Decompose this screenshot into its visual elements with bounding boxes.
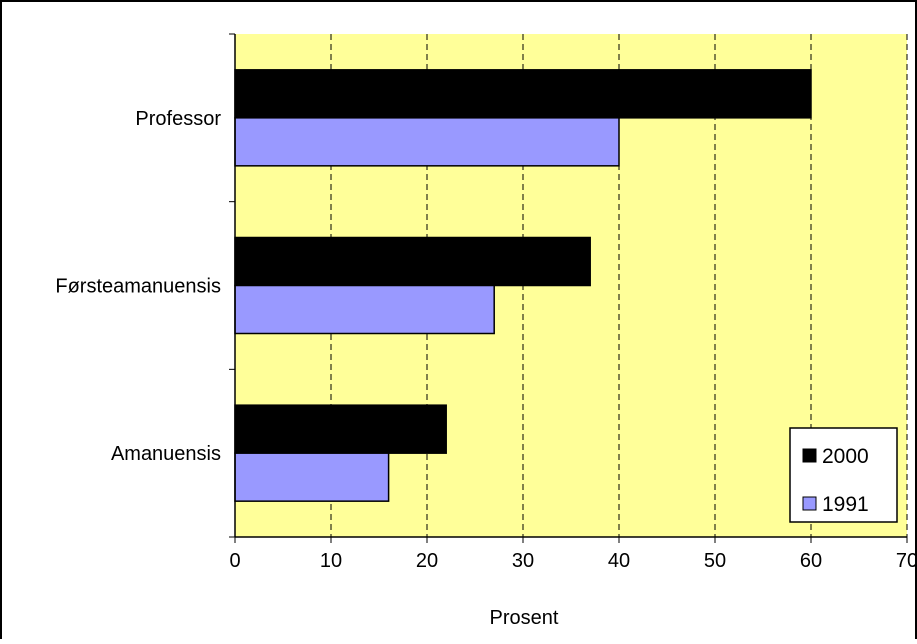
bar-1991-amanuensis xyxy=(234,452,390,502)
axes: Professor Førsteamanuensis Amanuensis 0 10 20… xyxy=(55,33,917,572)
x-tick-label: 10 xyxy=(320,550,342,572)
legend-label-1991: 1991 xyxy=(822,493,869,516)
x-tick-label: 30 xyxy=(512,550,534,572)
legend-swatch-2000 xyxy=(802,448,817,463)
bar-2000-professor xyxy=(234,69,812,119)
category-label: Førsteamanuensis xyxy=(55,276,221,298)
legend-swatch-1991 xyxy=(802,496,817,511)
bar-2000-førsteamanuensis xyxy=(234,236,591,287)
x-axis-title: Prosent xyxy=(490,607,559,629)
x-tick-label: 50 xyxy=(704,550,726,572)
category-label: Professor xyxy=(135,108,221,130)
x-tick-label: 0 xyxy=(229,550,240,572)
bar-1991-førsteamanuensis xyxy=(234,284,495,335)
x-tick-label: 20 xyxy=(416,550,438,572)
bars xyxy=(234,69,812,502)
category-label: Amanuensis xyxy=(111,443,221,465)
legend: 2000 1991 xyxy=(789,427,898,523)
x-tick-label: 60 xyxy=(800,550,822,572)
x-tick-label: 40 xyxy=(608,550,630,572)
bar-1991-professor xyxy=(234,117,620,167)
x-tick-label: 70 xyxy=(896,550,917,572)
bar-2000-amanuensis xyxy=(234,404,447,454)
legend-label-2000: 2000 xyxy=(822,445,869,468)
